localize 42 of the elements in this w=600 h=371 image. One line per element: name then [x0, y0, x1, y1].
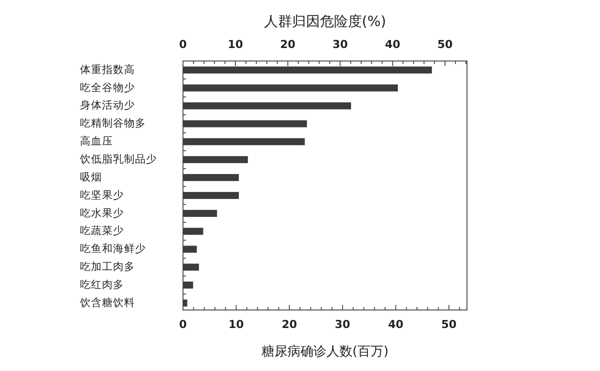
x-tick-label: 40: [388, 318, 404, 332]
x-tick-label: 0: [179, 318, 188, 332]
x2-tick-label: 50: [437, 38, 453, 52]
x2-tick-label: 30: [332, 38, 348, 52]
y-tick-label: 吃加工肉多: [80, 260, 135, 274]
bar: [183, 174, 239, 182]
y-tick-label: 体重指数高: [80, 62, 135, 76]
y-tick-label: 高血压: [80, 134, 113, 148]
bar: [183, 66, 432, 74]
x2-tick-label: 20: [280, 38, 296, 52]
x2-axis-title: 人群归因危险度(%): [264, 14, 386, 30]
bar: [183, 282, 194, 289]
x-tick-label: 50: [441, 318, 457, 332]
y-tick-label: 身体活动少: [80, 98, 135, 112]
bar: [183, 192, 239, 199]
x-tick-label: 10: [228, 318, 244, 332]
bar: [183, 120, 307, 128]
y-tick-label: 吃鱼和海鲜少: [80, 242, 146, 256]
x-tick-label: 20: [282, 318, 298, 332]
bar: [183, 210, 218, 217]
y-tick-label: 吃蔬菜少: [80, 224, 124, 238]
y-tick-label: 吃水果少: [80, 206, 124, 220]
bar: [183, 300, 188, 306]
y-tick-label: 吃全谷物少: [80, 80, 135, 94]
bar: [183, 228, 204, 235]
bar: [183, 84, 398, 92]
x2-tick-label: 40: [384, 38, 401, 52]
y-tick-label: 吸烟: [80, 171, 102, 184]
x2-tick-label: 10: [228, 38, 244, 52]
y-tick-label: 吃坚果少: [80, 188, 124, 202]
x2-tick-label: 0: [179, 38, 188, 52]
bar: [183, 156, 248, 164]
x-axis-title: 糖尿病确诊人数(百万): [261, 344, 389, 360]
y-tick-label: 吃精制谷物多: [80, 116, 146, 130]
bar: [183, 246, 197, 253]
bar: [183, 138, 305, 146]
y-tick-label: 饮低脂乳制品少: [79, 152, 157, 166]
bar: [183, 102, 352, 110]
x-tick-label: 30: [334, 318, 351, 332]
bar: [183, 264, 199, 271]
y-tick-label: 饮含糖饮料: [79, 296, 135, 309]
y-tick-label: 吃红肉多: [80, 278, 124, 291]
